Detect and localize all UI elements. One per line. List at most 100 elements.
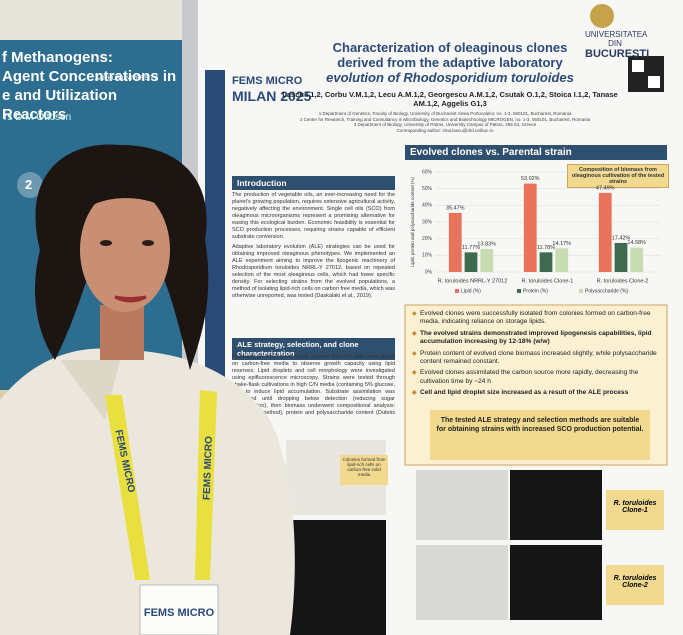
conference-place: MILAN 2025 (232, 88, 312, 104)
y-tick-label: 0% (425, 269, 433, 275)
lanyard-text: FEMS MICRO (202, 436, 215, 500)
finding: Evolved clones assimilated the carbon so… (412, 369, 662, 386)
micrograph (416, 470, 508, 540)
university: UNIVERSITATEA DIN BUCUREȘTI (585, 30, 650, 60)
legend-label: Polysaccharide (%) (585, 288, 628, 294)
neck (100, 305, 144, 360)
fringe (80, 183, 172, 215)
chart-caption: Composition of biomass from oleaginous c… (567, 164, 669, 188)
value-label: 17.42% (612, 235, 631, 241)
image-label-box (606, 490, 664, 530)
findings: Evolved clones were successfully isolate… (412, 310, 662, 401)
title-line: f Methanogens: (2, 49, 113, 66)
bar (464, 252, 478, 272)
image-label: R. toruloides Clone-2 (613, 575, 657, 589)
section-heading: Evolved clones vs. Parental strain (405, 145, 667, 160)
y-tick-label: 40% (422, 203, 433, 209)
y-tick-label: 10% (422, 253, 433, 259)
university-crest (590, 4, 614, 28)
left-poster-logo: AARHUS UNIVERSITY (95, 76, 158, 82)
y-tick-label: 30% (422, 219, 433, 225)
face (80, 188, 170, 312)
conference-name: FEMS MICRO (232, 75, 303, 87)
value-label: 13.83% (477, 241, 496, 247)
fluorescence-image (510, 470, 602, 540)
value-label: 14.17% (552, 241, 571, 247)
fluorescence-image (510, 545, 602, 620)
paragraph: Adaptive laboratory evolution (ALE) stra… (232, 244, 395, 299)
university-line: BUCUREȘTI (585, 48, 650, 60)
value-label: 53.02% (521, 176, 540, 182)
left-poster-title: f Methanogens: Agent Concentrations in e… (2, 48, 177, 124)
image-note: Colonies formed from lipid-rich cells on… (342, 457, 386, 477)
value-label: 35.47% (446, 205, 465, 211)
title-line: e and Utilization Reactors (2, 87, 118, 123)
bar (523, 183, 537, 272)
left-poster-top (0, 0, 185, 40)
x-tick-label: R. toruloides Clone-1 (522, 278, 574, 284)
conclusion-box (430, 410, 650, 460)
x-tick-label: R. toruloides Clone-2 (597, 278, 649, 284)
y-tick-label: 20% (422, 236, 433, 242)
paragraph: The production of vegetable oils, an eve… (232, 192, 395, 240)
left-poster-authors: rs D M Ottosen (4, 112, 72, 123)
eye (142, 240, 154, 246)
badge (139, 584, 219, 635)
title-line: Agent Concentrations in (2, 68, 177, 85)
qr-code-part (648, 76, 660, 88)
image-label: R. toruloides Clone-1 (613, 500, 657, 514)
image-label-box (606, 565, 664, 605)
colony-images (286, 520, 386, 635)
value-label: 11.77% (462, 245, 480, 251)
affiliation: Corresponding author: irina.lascu@drd.un… (396, 127, 494, 133)
step-circle (17, 172, 43, 198)
bar (598, 192, 612, 272)
image-note-box (340, 455, 388, 485)
value-label: 47.49% (596, 185, 615, 191)
authors: Lascu I.1,2, Corbu V.M.1,2, Lecu A.M.1,2… (282, 90, 618, 108)
lanyard (195, 390, 217, 580)
y-tick-label: 50% (422, 186, 433, 192)
finding: Cell and lipid droplet size increased as… (412, 389, 662, 398)
micrograph (416, 545, 508, 620)
conclusion: The tested ALE strategy and selection me… (436, 417, 644, 433)
x-tick-label: R. toruloides NRRL-Y 27012 (438, 278, 508, 284)
affiliation: 2 Center for Research, Training and Cons… (299, 116, 591, 122)
affiliation: 3 Department of Biology, University of P… (353, 122, 537, 127)
bar-chart: Lipid, protein and polysaccharide conten… (410, 169, 660, 294)
poster-title: Characterization of oleaginous clones de… (300, 40, 600, 85)
section-heading: ALE strategy, selection, and clone chara… (232, 338, 395, 360)
value-label: 14.58% (627, 240, 646, 246)
title-line: derived from the adaptive laboratory (337, 55, 563, 70)
lips (114, 295, 147, 303)
qr-code-part (632, 60, 644, 72)
title-line: evolution of Rhodosporidium toruloides (326, 70, 574, 85)
section-heading: Introduction (232, 176, 395, 190)
badge-text: FEMS MICRO (144, 607, 215, 619)
bar (448, 212, 462, 272)
shirt (0, 348, 295, 635)
step-number: 2 (25, 177, 33, 192)
bar (630, 247, 644, 272)
collar (60, 360, 120, 420)
y-tick-label: 60% (422, 169, 433, 175)
affiliation: 1 Department of Genetics, Faculty of Bio… (318, 111, 572, 116)
bar (614, 242, 628, 272)
bar (480, 248, 494, 272)
finding: The evolved strains demonstrated improve… (412, 330, 662, 347)
lanyard (105, 395, 150, 580)
legend-swatch (579, 289, 583, 293)
university-line: UNIVERSITATEA DIN (585, 30, 648, 48)
legend-label: Lipid (%) (461, 288, 481, 294)
bar (539, 252, 553, 272)
value-label: 11.78% (537, 245, 555, 251)
bar (555, 248, 569, 272)
legend-swatch (517, 289, 521, 293)
finding: Protein content of evolved clone biomass… (412, 350, 662, 367)
title-line: Characterization of oleaginous clones (332, 40, 568, 55)
introduction-text: The production of vegetable oils, an eve… (232, 192, 395, 300)
eye (100, 240, 112, 246)
legend-label: Protein (%) (523, 288, 548, 294)
